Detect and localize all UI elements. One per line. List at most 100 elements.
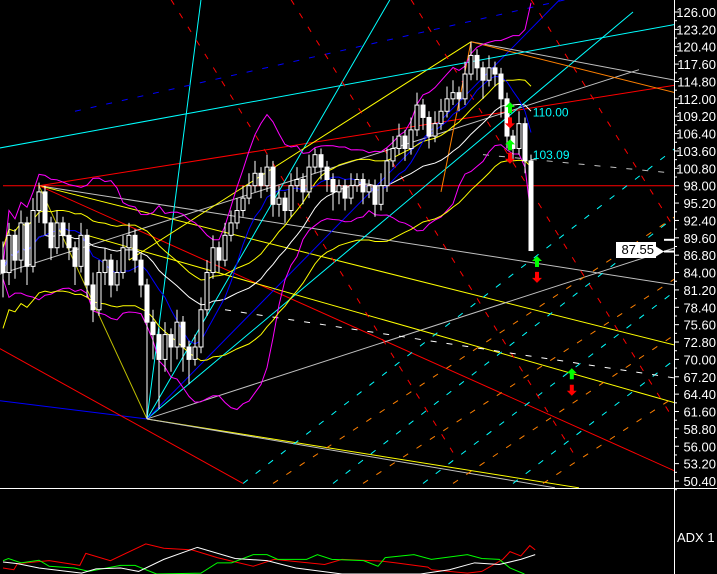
trend-line xyxy=(146,418,556,488)
candle-body xyxy=(348,185,354,199)
candle xyxy=(120,235,126,279)
axis-tick-label: 53.20 xyxy=(683,457,716,472)
candle-body xyxy=(114,272,120,286)
candle xyxy=(468,41,474,81)
candle-body xyxy=(18,222,24,261)
candle xyxy=(306,154,312,199)
candle-body xyxy=(366,185,372,193)
trend-line xyxy=(470,41,674,81)
candle xyxy=(336,179,342,205)
arrow-down-icon xyxy=(532,271,542,283)
candle xyxy=(84,229,90,298)
candle-body xyxy=(432,123,438,137)
axis-tick-label: 61.60 xyxy=(683,405,716,420)
axis-tick-label: 109.20 xyxy=(676,109,716,124)
candle xyxy=(420,98,426,130)
candle xyxy=(6,222,12,285)
candle-body xyxy=(192,346,198,360)
candle xyxy=(432,111,438,143)
candle-body xyxy=(378,185,384,205)
candle-body xyxy=(450,92,456,100)
last-price-tag: 87.55 xyxy=(616,242,656,258)
candle xyxy=(18,210,24,273)
candle-body xyxy=(54,222,60,249)
candle-body xyxy=(468,54,474,75)
dashed-trend-line xyxy=(542,396,674,484)
candle-body xyxy=(168,334,174,348)
candle-body xyxy=(186,346,192,360)
candle-body xyxy=(174,321,180,348)
candle xyxy=(96,260,102,316)
axis-tick-label: 58.80 xyxy=(683,422,716,437)
candle-body xyxy=(336,185,342,193)
trend-line xyxy=(0,24,674,149)
dashed-trend-line xyxy=(410,0,674,421)
candle-body xyxy=(84,234,90,286)
candle xyxy=(282,191,288,223)
price-annotation: 110.00 xyxy=(533,105,569,119)
adx-panel-label: ADX 1 xyxy=(677,530,715,545)
candle-body xyxy=(42,191,48,224)
candle-body xyxy=(438,110,444,125)
candle xyxy=(156,328,162,410)
candle-body xyxy=(480,67,486,81)
candle xyxy=(480,61,486,99)
candle-body xyxy=(12,234,18,261)
candle xyxy=(66,222,72,261)
candle xyxy=(522,117,528,174)
candle xyxy=(474,49,480,81)
candle xyxy=(462,61,468,106)
candle-body xyxy=(210,247,216,274)
axis-tick-label: 67.20 xyxy=(683,370,716,385)
arrow-up-icon xyxy=(505,102,515,114)
trend-line xyxy=(146,418,580,488)
axis-tick-label: 120.40 xyxy=(676,40,716,55)
candle xyxy=(114,260,120,292)
candle-body xyxy=(78,234,84,267)
trend-line xyxy=(38,185,674,286)
dashed-trend-line xyxy=(224,309,674,379)
candle xyxy=(288,173,294,217)
candle-body xyxy=(198,309,204,348)
dashed-trend-line xyxy=(362,278,674,484)
candle-body xyxy=(72,247,78,267)
candle-body xyxy=(486,67,492,81)
candle xyxy=(0,241,6,298)
candle-body xyxy=(300,178,306,193)
candle-body xyxy=(126,234,132,249)
price-annotation: 103.09 xyxy=(533,148,570,162)
candle xyxy=(132,229,138,273)
axis-tick-label: 78.40 xyxy=(683,300,716,315)
adx-line xyxy=(2,543,536,574)
moving-average-slow xyxy=(2,103,532,306)
candle xyxy=(372,179,378,217)
candle-body xyxy=(354,178,360,187)
candle xyxy=(384,148,390,192)
axis-tick-label: 86.80 xyxy=(683,248,716,263)
candle-body xyxy=(264,166,270,187)
candle-body xyxy=(414,104,420,131)
candle xyxy=(342,179,348,211)
candle-body xyxy=(30,210,36,267)
axis-tick-label: 72.80 xyxy=(683,335,716,350)
axis-tick-label: 123.20 xyxy=(676,22,716,37)
trend-line xyxy=(0,400,148,420)
candle-body xyxy=(102,259,108,274)
candle xyxy=(252,160,258,192)
candle-body xyxy=(402,135,408,149)
candle-body xyxy=(420,104,426,118)
candle-body xyxy=(426,116,432,137)
candle xyxy=(438,98,444,130)
candle xyxy=(276,185,282,217)
dashed-trend-line xyxy=(530,0,674,229)
trend-line xyxy=(38,185,674,472)
candle-body xyxy=(216,247,222,261)
candle-body xyxy=(498,73,504,100)
candle xyxy=(300,173,306,205)
trend-line xyxy=(38,84,674,187)
candle xyxy=(102,247,108,285)
candle-body xyxy=(36,191,42,212)
candle xyxy=(234,198,240,230)
candle-body xyxy=(138,259,144,286)
